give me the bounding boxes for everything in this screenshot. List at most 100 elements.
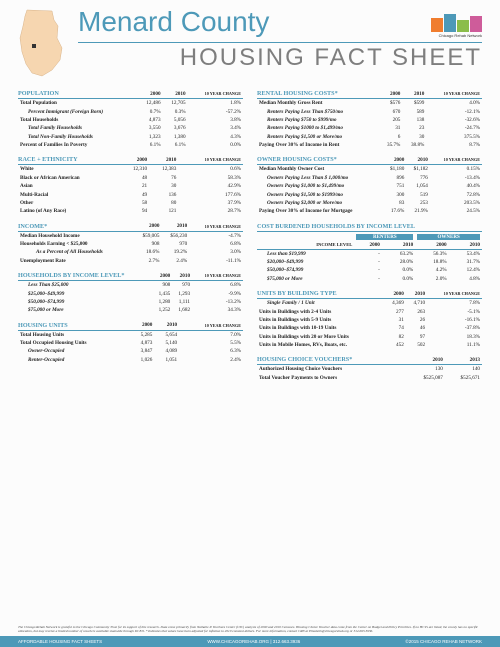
cell-value: -12.1% — [426, 107, 482, 115]
col-header: 2010 — [406, 290, 427, 299]
section-title: OWNER HOUSING COSTS* — [257, 156, 383, 165]
cell-value: 26 — [406, 316, 427, 324]
row-label: Owners Paying $1,500 to $1999/mo — [257, 190, 383, 198]
cell-value: 5,654 — [154, 330, 179, 339]
col-header: 2010 — [406, 156, 430, 165]
cell-value: 72.8% — [430, 190, 482, 198]
col-header: 2010 — [163, 90, 188, 99]
section-table: OWNER HOUSING COSTS*2000201010 YEAR CHAN… — [257, 156, 482, 215]
right-column: RENTAL HOUSING COSTS*2000201010 YEAR CHA… — [257, 90, 482, 621]
cell-value: 40.4% — [430, 182, 482, 190]
cell-value: 30 — [402, 133, 426, 141]
cell-value: 19.2% — [161, 248, 189, 256]
table-row: Total Family Households3,5503,6763.4% — [18, 124, 243, 132]
cell-value: -13.4% — [430, 174, 482, 182]
col-header: 10 YEAR CHANGE — [178, 156, 243, 165]
cell-value: 6 — [378, 133, 402, 141]
cell-value: -13.2% — [192, 298, 243, 306]
cell-value: 6.1% — [163, 141, 188, 149]
cell-value: 908 — [134, 240, 162, 248]
row-label: $20,000–$49,999 — [257, 258, 354, 266]
cell-value: 1,435 — [152, 289, 172, 297]
cell-value: $59,005 — [134, 231, 162, 240]
cell-value: 24.5% — [430, 207, 482, 215]
row-label: Black or African American — [18, 174, 120, 182]
col-header: 2000 — [354, 242, 382, 250]
cell-value: 375.5% — [426, 133, 482, 141]
cell-value: $525,087 — [408, 374, 445, 382]
section-title: RENTAL HOUSING COSTS* — [257, 90, 378, 99]
cell-value: 0.6% — [178, 165, 243, 174]
cell-value: 58 — [120, 199, 149, 207]
cell-value: 12,486 — [137, 99, 162, 108]
cell-value: -5.1% — [427, 307, 482, 315]
section-table: POPULATION2000201010 YEAR CHANGETotal Po… — [18, 90, 243, 149]
cell-value: $599 — [402, 99, 426, 108]
cell-value: 3,550 — [137, 124, 162, 132]
table-row: Renters Paying $1,500 or More/mo630375.5… — [257, 133, 482, 141]
col-header: 2010 — [449, 242, 482, 250]
cell-value: 970 — [161, 240, 189, 248]
row-label: Latino (of Any Race) — [18, 207, 120, 215]
col-header: 2000 — [120, 156, 149, 165]
row-label: Total Non-Family Households — [18, 133, 137, 141]
table-row: Total Housing Units5,2855,6547.0% — [18, 330, 243, 339]
cell-value: 35.7% — [378, 141, 402, 149]
col-header: 2010 — [172, 272, 192, 281]
col-header: 2000 — [415, 242, 448, 250]
cell-value: -4.7% — [189, 231, 243, 240]
table-row: Other588037.9% — [18, 199, 243, 207]
cell-value: - — [354, 258, 382, 266]
cell-value: 1.8% — [188, 99, 243, 108]
section-title: HOUSEHOLDS BY INCOME LEVEL* — [18, 272, 152, 281]
table-row: $75,000 or More1,2521,68234.3% — [18, 306, 243, 314]
row-label: Single Family / 1 Unit — [257, 299, 385, 308]
cell-value: 205 — [378, 116, 402, 124]
cell-value: 80 — [149, 199, 178, 207]
table-row: $50,000–$74,9991,2801,111-13.2% — [18, 298, 243, 306]
cell-value: 7.8% — [427, 299, 482, 308]
footer-left: AFFORDABLE HOUSING FACT SHEETS — [18, 639, 102, 644]
table-row: White12,31012,3830.6% — [18, 165, 243, 174]
cell-value: 6.8% — [192, 281, 243, 290]
row-label: Other — [18, 199, 120, 207]
row-label: Total Population — [18, 99, 137, 108]
table-row: Units in Buildings with 5-9 Units3126-16… — [257, 316, 482, 324]
cell-value: 37.9% — [178, 199, 243, 207]
row-label: Renters Paying $1,500 or More/mo — [257, 133, 378, 141]
cell-value: 140 — [445, 365, 482, 374]
cell-value: 97 — [406, 333, 427, 341]
col-header: 2000 — [378, 90, 402, 99]
cell-value: 1,051 — [154, 356, 179, 364]
cell-value: $1,182 — [406, 165, 430, 174]
cell-value: $56,230 — [161, 231, 189, 240]
cell-value: 4.2% — [415, 266, 448, 274]
col-header: 10 YEAR CHANGE — [426, 90, 482, 99]
cell-value: 1,111 — [172, 298, 192, 306]
cell-value: 17.6% — [383, 207, 407, 215]
cell-value: -11.1% — [189, 257, 243, 265]
cell-value: 0.0% — [382, 266, 415, 274]
cell-value: 31 — [385, 316, 406, 324]
cell-value: - — [354, 266, 382, 274]
sub-header: INCOME LEVEL — [257, 242, 354, 250]
row-label: White — [18, 165, 120, 174]
cell-value: 7.0% — [179, 330, 243, 339]
row-label: Units in Buildings with 20 or More Units — [257, 333, 385, 341]
row-label: Percent Immigrant (Foreign Born) — [18, 107, 137, 115]
col-header: 2000 — [130, 322, 155, 331]
table-row: Black or African American487658.3% — [18, 174, 243, 182]
cell-value: 28.7% — [178, 207, 243, 215]
row-label: Units in Buildings with 2-4 Units — [257, 307, 385, 315]
cell-value: 277 — [385, 307, 406, 315]
table-row: Units in Buildings with 2-4 Units277263-… — [257, 307, 482, 315]
table-row: Owners Paying $2,000 or More/mo83253203.… — [257, 199, 482, 207]
table-row: Less Than $25,0009089706.8% — [18, 281, 243, 290]
cell-value: 0.15% — [430, 165, 482, 174]
row-label: Total Housing Units — [18, 330, 130, 339]
cell-value: 34.3% — [192, 306, 243, 314]
table-row: Paying Over 30% of Income in Rent35.7%38… — [257, 141, 482, 149]
table-row: Unemployment Rate2.7%2.4%-11.1% — [18, 257, 243, 265]
row-label: Asian — [18, 182, 120, 190]
col-header: 2010 — [154, 322, 179, 331]
